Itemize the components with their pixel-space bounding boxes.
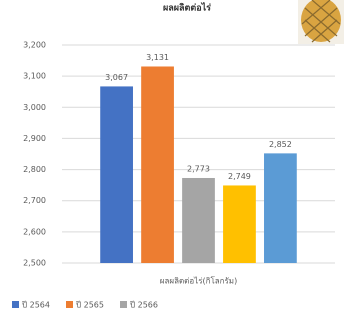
pineapple-photo	[298, 0, 344, 44]
bar	[182, 178, 215, 263]
y-tick-label: 2,800	[23, 165, 46, 174]
value-label: 2,749	[228, 172, 251, 181]
chart-title: ผลผลิตต่อไร่	[163, 2, 211, 14]
y-tick-label: 2,700	[23, 196, 46, 205]
bar	[100, 86, 133, 263]
legend-swatch	[12, 301, 19, 308]
y-tick-label: 2,600	[23, 227, 46, 236]
value-label: 3,131	[146, 53, 169, 62]
value-label: 2,773	[187, 164, 210, 173]
chart: ผลผลิตต่อไร่ 2,500 2,600 2,700 2,800 2,900 3,…	[0, 0, 344, 318]
y-tick-label: 3,000	[23, 103, 46, 112]
y-tick-label: 3,100	[23, 72, 46, 81]
x-tick-label: ผลผลิตต่อไร่(กิโลกรัม)	[160, 276, 237, 286]
legend-label: ปี 2564	[21, 301, 50, 310]
bar	[264, 153, 297, 263]
legend-swatch	[120, 301, 127, 308]
value-label: 3,067	[105, 73, 128, 82]
value-label: 2,852	[269, 140, 292, 149]
y-tick-label: 3,200	[23, 41, 46, 50]
bar	[141, 66, 174, 263]
y-tick-label: 2,500	[23, 259, 46, 268]
legend-label: ปี 2566	[129, 301, 158, 310]
y-tick-label: 2,900	[23, 134, 46, 143]
bar	[223, 185, 256, 263]
legend-swatch	[66, 301, 73, 308]
legend-label: ปี 2565	[75, 301, 104, 310]
